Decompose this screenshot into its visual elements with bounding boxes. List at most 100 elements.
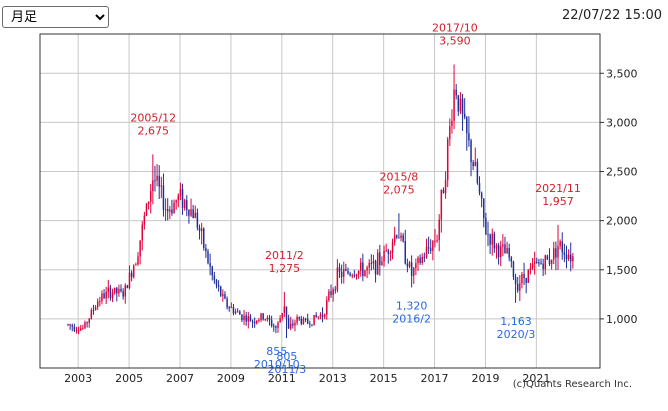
x-tick-label: 2021	[522, 372, 550, 385]
x-tick-label: 2011	[268, 372, 296, 385]
candle-body	[330, 291, 332, 295]
low-annotation-date: 2020/3	[497, 328, 536, 341]
candle-body	[410, 262, 413, 276]
period-select[interactable]: 月足	[2, 6, 109, 28]
candle-body	[451, 120, 453, 127]
candle-body	[166, 209, 169, 212]
candle-body	[485, 218, 487, 235]
candle-body	[468, 133, 470, 141]
candle-body	[495, 245, 498, 249]
candle-body	[186, 200, 188, 210]
candle-body	[463, 113, 466, 118]
high-annotation-value: 2,075	[383, 183, 415, 196]
candle-body	[311, 324, 313, 326]
candle-body	[84, 322, 86, 329]
candle-body	[107, 287, 110, 292]
candle-body	[544, 255, 547, 270]
candle-body	[376, 252, 379, 275]
candle-body	[347, 270, 349, 274]
candle-body	[135, 264, 137, 266]
candle-body	[219, 286, 222, 296]
candle-body	[230, 306, 233, 308]
candle-body	[92, 310, 95, 312]
candle-body	[383, 250, 385, 262]
y-tick-label: 1,000	[606, 313, 638, 326]
candle-body	[245, 315, 247, 322]
candle-body	[466, 117, 468, 134]
candle-body	[315, 314, 317, 318]
candle-body	[362, 262, 364, 277]
candle-body	[283, 306, 286, 313]
high-annotation-date: 2015/8	[380, 170, 419, 183]
candle-body	[563, 252, 566, 255]
candle-body	[319, 314, 322, 317]
candle-body	[268, 317, 271, 320]
candle-body	[328, 291, 330, 301]
high-annotation-date: 2017/10	[432, 21, 478, 34]
candle-body	[116, 287, 118, 294]
candle-body	[190, 209, 192, 216]
candle-body	[372, 260, 375, 264]
candle-body	[158, 175, 160, 187]
candle-body	[154, 180, 156, 182]
candle-body	[398, 237, 400, 239]
candle-body	[480, 192, 483, 199]
candle-body	[470, 140, 472, 163]
candle-body	[396, 235, 398, 238]
candle-body	[99, 301, 101, 303]
candle-body	[457, 95, 460, 112]
candle-body	[374, 260, 377, 275]
candle-body	[393, 235, 396, 242]
candle-body	[427, 247, 430, 249]
candle-body	[438, 219, 440, 241]
candle-body	[213, 275, 216, 281]
candle-body	[147, 201, 150, 204]
candle-body	[181, 189, 184, 208]
candle-body	[82, 328, 84, 330]
candle-body	[523, 274, 525, 279]
candle-body	[309, 323, 311, 325]
candle-body	[326, 300, 328, 315]
candle-body	[550, 259, 553, 265]
candle-body	[317, 316, 320, 318]
candle-body	[567, 254, 570, 260]
candle-body	[561, 241, 563, 253]
candle-body	[141, 224, 143, 241]
candle-body	[128, 272, 131, 289]
candle-body	[489, 234, 491, 245]
candle-body	[519, 283, 521, 291]
candle-body	[368, 262, 370, 268]
candle-body	[417, 257, 419, 264]
plot-frame	[39, 33, 601, 369]
candle-body	[527, 269, 530, 283]
candle-body	[175, 200, 177, 203]
candle-body	[483, 198, 485, 219]
candle-body	[266, 317, 269, 320]
candle-body	[260, 313, 262, 320]
y-tick-label: 2,000	[606, 215, 638, 228]
candle-body	[402, 235, 404, 242]
x-tick-label: 2013	[319, 372, 347, 385]
candle-body	[94, 307, 97, 311]
candle-body	[198, 227, 201, 232]
candle-body	[502, 244, 504, 247]
candle-body	[425, 247, 428, 258]
candle-body	[143, 215, 146, 225]
candle-body	[487, 234, 489, 236]
candle-body	[440, 189, 443, 220]
high-annotation-value: 1,275	[269, 262, 301, 275]
candle-body	[137, 256, 139, 265]
x-tick-label: 2005	[115, 372, 143, 385]
y-tick-label: 1,500	[606, 264, 638, 277]
y-tick-label: 2,500	[606, 166, 638, 179]
candle-body	[105, 291, 107, 299]
candle-body	[400, 235, 402, 239]
candle-body	[334, 289, 337, 291]
candle-body	[559, 241, 561, 247]
candle-body	[406, 263, 409, 267]
candle-body	[434, 240, 436, 242]
candle-body	[194, 212, 197, 219]
candle-body	[296, 316, 298, 323]
candle-body	[404, 241, 407, 264]
low-annotation-value: 1,163	[500, 315, 532, 328]
